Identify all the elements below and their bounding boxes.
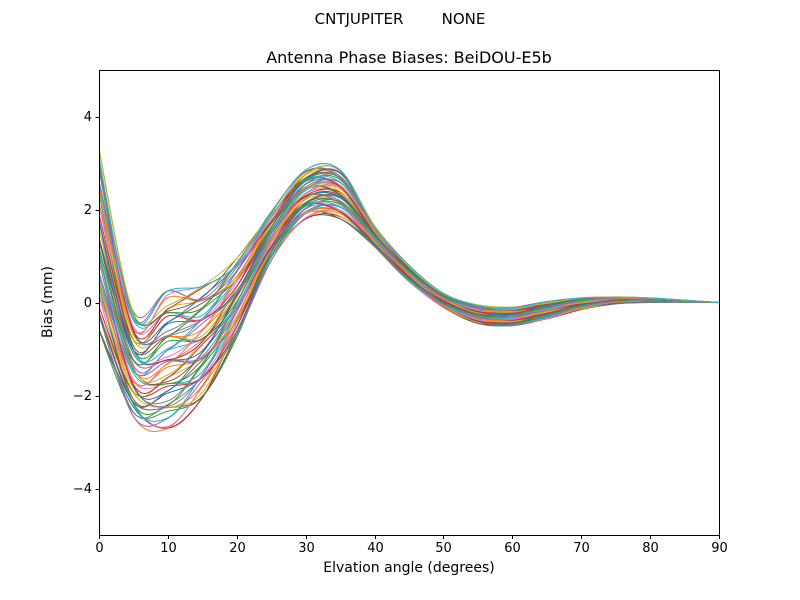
- y-axis-label: Bias (mm): [40, 265, 56, 339]
- x-axis-label: Elvation angle (degrees): [323, 560, 495, 576]
- figure-suptitle: CNTJUPITER NONE: [314, 10, 486, 28]
- chart-title: Antenna Phase Biases: BeiDOU-E5b: [266, 48, 552, 67]
